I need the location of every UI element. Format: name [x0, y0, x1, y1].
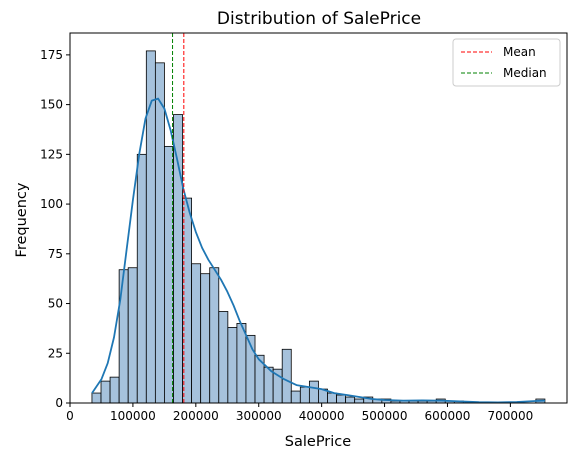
x-tick-label: 0	[66, 409, 74, 423]
kde-curve	[91, 97, 546, 404]
legend: Mean Median	[452, 38, 561, 87]
legend-label: Mean	[503, 45, 536, 59]
plot-frame	[69, 32, 568, 404]
kde-curve-group	[91, 97, 546, 404]
y-tick-label: 175	[40, 48, 63, 62]
histogram-bar	[308, 380, 319, 404]
chart-title: Distribution of SalePrice	[217, 9, 421, 29]
histogram-bar	[127, 267, 138, 404]
histogram-bar	[281, 348, 292, 404]
histogram-bar	[336, 394, 347, 404]
histogram-bar	[290, 390, 301, 404]
histogram-bar	[236, 323, 247, 404]
histogram-bar	[191, 263, 202, 404]
histogram-bars	[91, 50, 546, 404]
y-tick-label: 100	[40, 197, 63, 211]
histogram-bar	[173, 114, 183, 404]
histogram-bar	[227, 327, 238, 404]
histogram-bar	[154, 62, 165, 404]
x-tick-label: 500000	[362, 409, 408, 423]
histogram-bar	[209, 267, 220, 404]
x-tick-label: 400000	[299, 409, 345, 423]
histogram-bar	[327, 392, 337, 404]
histogram-bar	[136, 153, 147, 404]
x-tick-label: 200000	[173, 409, 219, 423]
y-tick-label: 75	[48, 247, 63, 261]
histogram-bar	[109, 376, 120, 404]
y-tick-label: 25	[48, 346, 63, 360]
histogram-bar	[345, 396, 356, 404]
reference-lines	[172, 33, 185, 403]
legend-label: Median	[503, 66, 547, 80]
x-tick-label: 700000	[487, 409, 533, 423]
histogram-bar	[263, 366, 274, 404]
histogram-bar	[200, 273, 211, 404]
histogram-bar	[118, 269, 129, 404]
x-tick-label: 300000	[236, 409, 282, 423]
y-tick-label: 125	[40, 147, 63, 161]
histogram-bar	[100, 380, 111, 404]
histogram-bar	[354, 398, 365, 404]
histogram-bar	[91, 392, 102, 404]
x-axis-ticks: 0 100000 200000 300000 400000 500000 600000 700…	[66, 403, 533, 423]
x-tick-label: 600000	[425, 409, 471, 423]
x-axis-label: SalePrice	[285, 434, 351, 450]
y-tick-label: 0	[55, 396, 63, 410]
y-tick-label: 150	[40, 98, 63, 112]
histogram-bar	[299, 386, 310, 404]
y-tick-label: 50	[48, 297, 63, 311]
x-tick-label: 100000	[110, 409, 156, 423]
legend-box	[452, 38, 561, 87]
y-axis-ticks: 0 25 50 75 100 125 150 175	[40, 48, 70, 410]
y-axis-label: Frequency	[14, 182, 30, 257]
histogram-bar	[218, 311, 229, 404]
